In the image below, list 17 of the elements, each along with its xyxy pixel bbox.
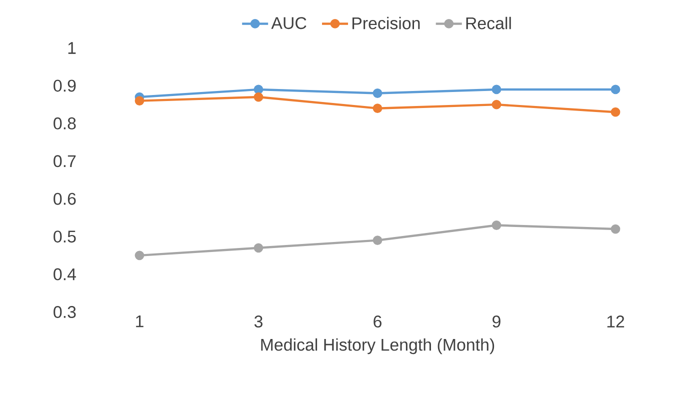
legend-label: AUC [271,17,306,30]
x-axis-title: Medical History Length (Month) [261,338,494,354]
y-tick-label: 0.5 [54,230,76,243]
y-tick-label: 0.4 [54,268,76,280]
y-tick-label: 0.7 [54,155,76,168]
x-tick-label: 6 [374,316,382,328]
x-tick-label: 12 [607,316,624,328]
y-tick-label: 0.9 [54,80,76,92]
legend-label: Recall [466,16,511,30]
y-tick-label: 0.8 [54,117,76,130]
y-tick-label: 1 [68,42,76,54]
y-tick-label: 0.3 [54,306,76,318]
legend-label: Precision [352,16,420,30]
x-tick-label: 9 [492,316,500,328]
x-tick-label: 1 [136,316,144,328]
x-tick-label: 3 [254,316,262,328]
y-tick-label: 0.6 [54,192,76,205]
